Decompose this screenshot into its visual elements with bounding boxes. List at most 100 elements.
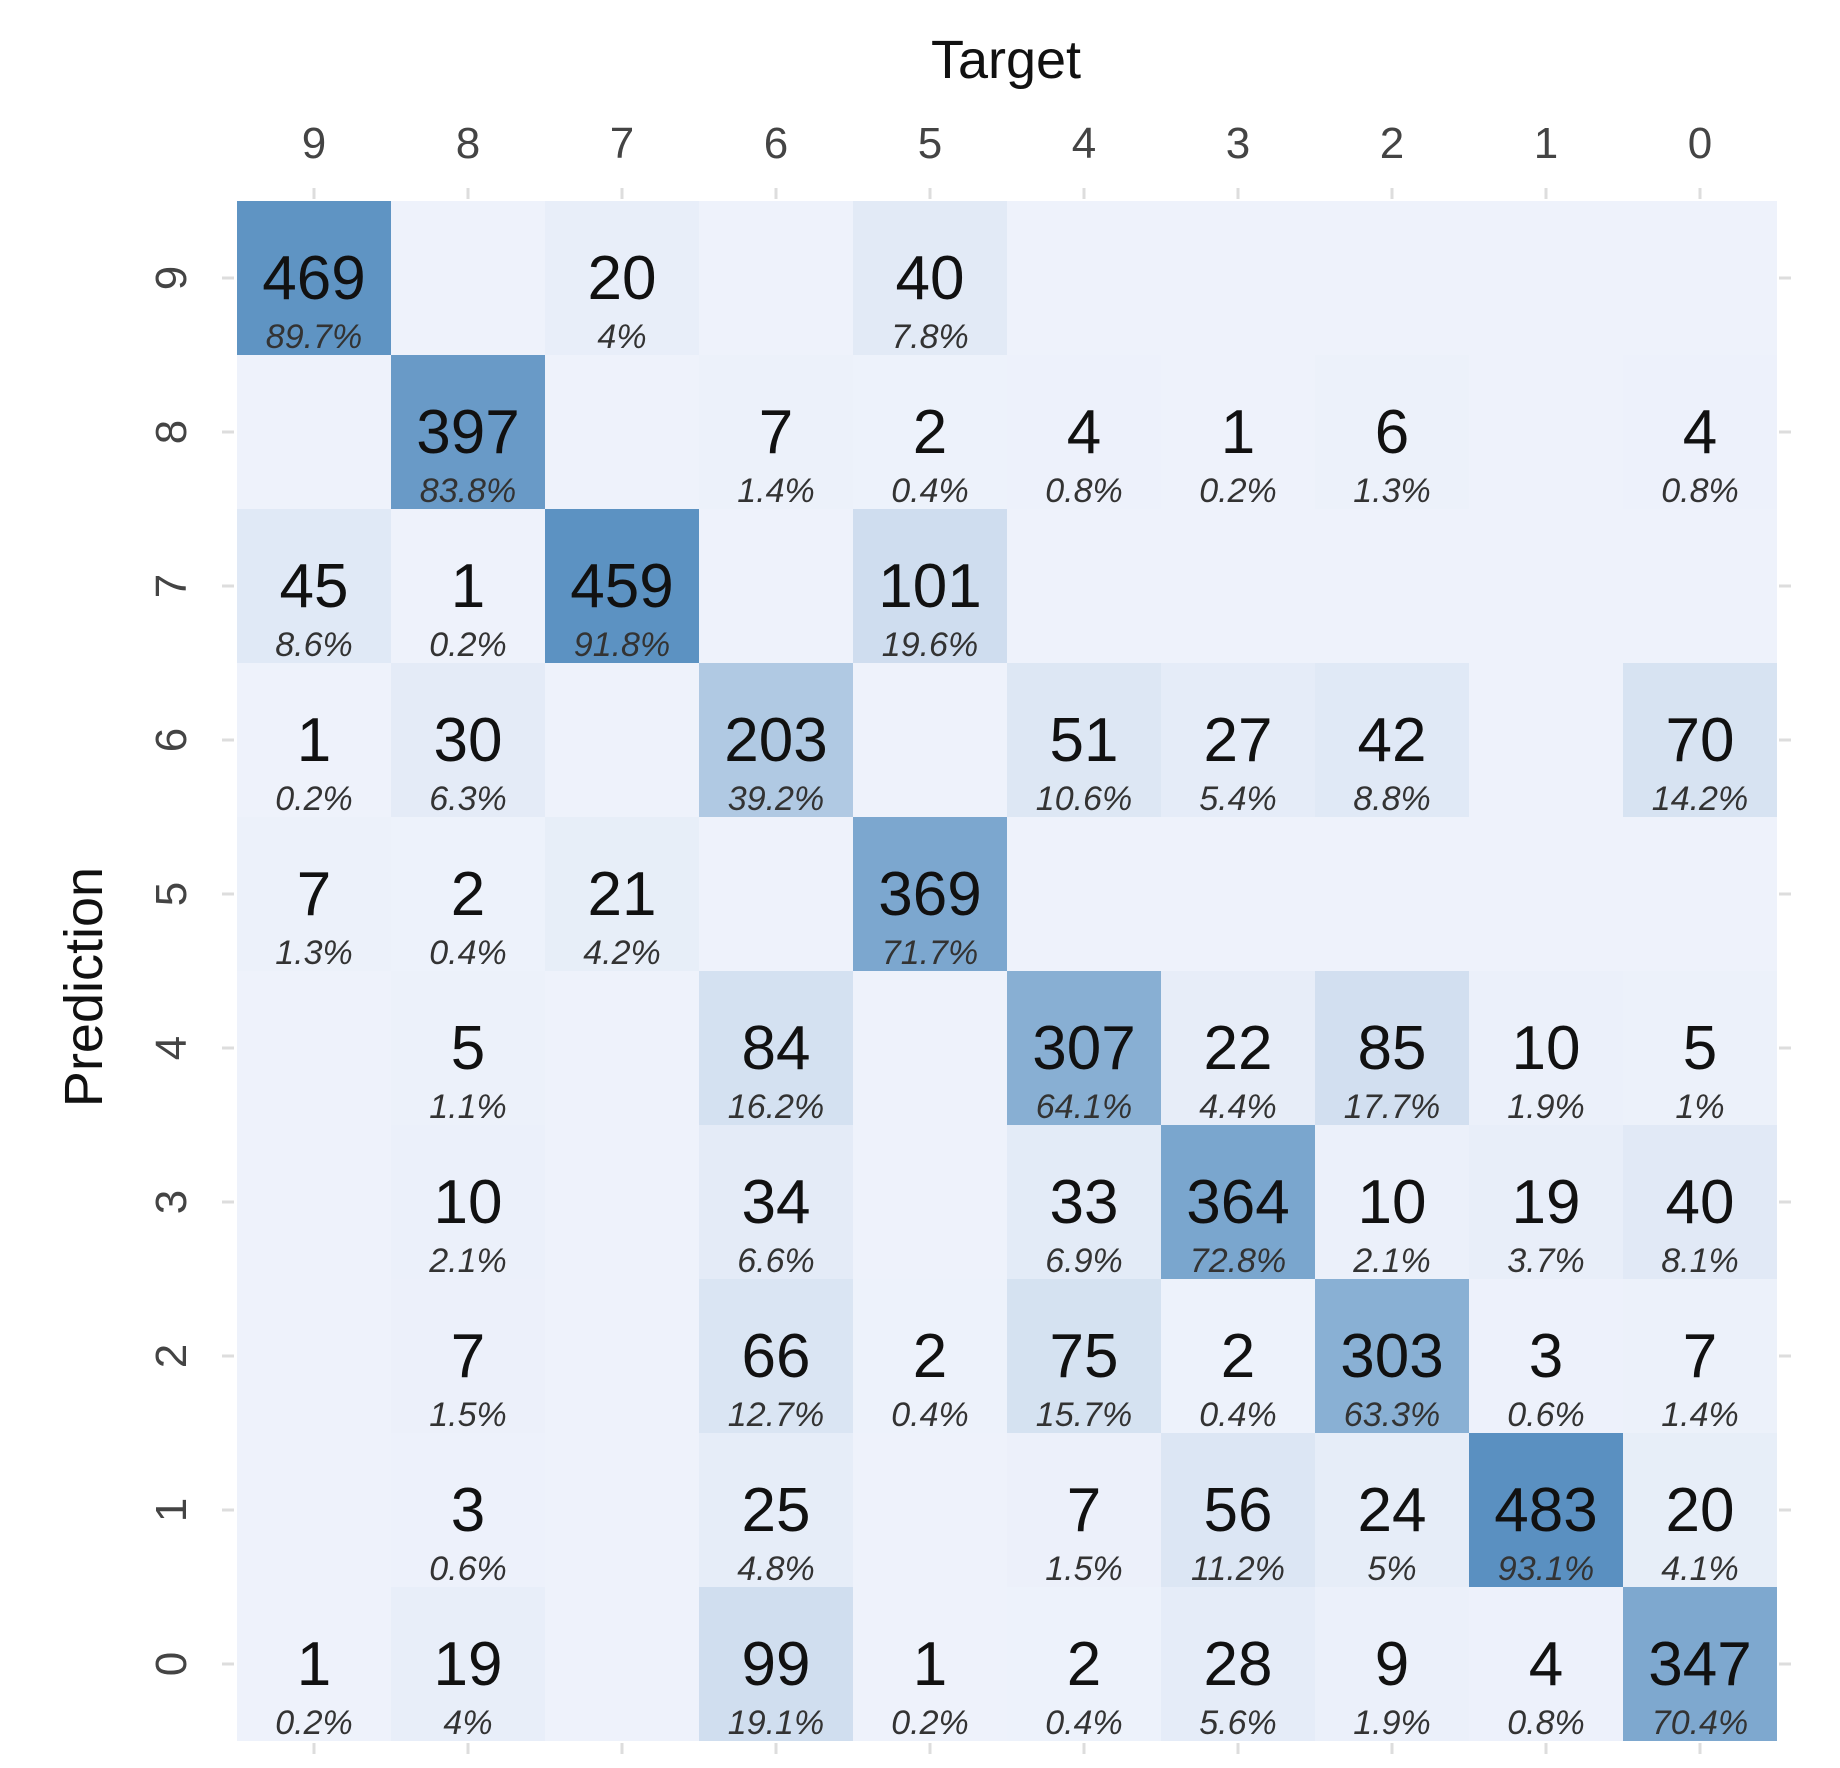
x-tick-label: 5 [918,119,942,168]
y-axis-title: Prediction [54,867,114,1107]
cell-percent-label: 63.3% [1344,1396,1440,1434]
heatmap-cell-empty [1469,201,1623,355]
heatmap-cell [391,1587,545,1741]
heatmap-cell [391,971,545,1125]
x-tick-label: 7 [610,119,634,168]
heatmap-cell-empty [545,663,699,817]
heatmap-cell [853,817,1007,971]
y-tick-label: 7 [147,574,196,598]
heatmap-cell-empty [699,509,853,663]
cell-count-label: 4 [1529,1630,1563,1699]
cell-labels: 46989.7%204%407.8%39783.8%71.4%20.4%40.8… [262,244,1751,1742]
cell-percent-label: 0.6% [1507,1396,1585,1434]
cell-count-label: 1 [297,706,331,775]
heatmap-cell-empty [1623,817,1777,971]
cell-count-label: 10 [1512,1014,1581,1083]
x-tick-label: 0 [1688,119,1712,168]
x-tick-label: 1 [1534,119,1558,168]
cell-count-label: 66 [742,1322,811,1391]
heatmap-cell [1315,1125,1469,1279]
cell-count-label: 303 [1340,1322,1443,1391]
cell-count-label: 40 [896,244,965,313]
heatmap-cell [237,509,391,663]
cell-count-label: 28 [1204,1630,1273,1699]
cell-percent-label: 0.4% [891,472,969,510]
cell-percent-label: 1.5% [1045,1550,1123,1588]
heatmap-cell-empty [545,1433,699,1587]
heatmap-cell [1007,1587,1161,1741]
heatmap-cell-empty [853,1433,1007,1587]
cell-percent-label: 19.6% [882,626,978,664]
heatmap-cell [391,1125,545,1279]
heatmap-cell [1007,355,1161,509]
x-tick-label: 8 [456,119,480,168]
cell-percent-label: 1.3% [275,934,353,972]
heatmap-cell [1007,1125,1161,1279]
cell-count-label: 40 [1666,1168,1735,1237]
cell-count-label: 10 [1358,1168,1427,1237]
cell-count-label: 10 [434,1168,503,1237]
cell-percent-label: 0.2% [429,626,507,664]
heatmap-cell [1469,1279,1623,1433]
cell-count-label: 75 [1050,1322,1119,1391]
heatmap-cell [1623,1433,1777,1587]
cell-count-label: 3 [1529,1322,1563,1391]
heatmap-cell [545,201,699,355]
cell-count-label: 1 [451,552,485,621]
heatmap-cell [853,355,1007,509]
heatmap-cell-empty [1623,201,1777,355]
cell-count-label: 19 [434,1630,503,1699]
cell-percent-label: 1.4% [1661,1396,1739,1434]
cell-percent-label: 91.8% [574,626,670,664]
cell-percent-label: 8.1% [1661,1242,1739,1280]
cell-count-label: 2 [913,398,947,467]
heatmap-cell-empty [1161,509,1315,663]
heatmap-cell [699,1125,853,1279]
heatmap-cell-empty [853,663,1007,817]
heatmap-cell [853,509,1007,663]
cell-count-label: 7 [1683,1322,1717,1391]
x-tick-label: 2 [1380,119,1404,168]
y-tick-label: 4 [147,1036,196,1060]
heatmap-cell [699,971,853,1125]
cell-percent-label: 1.4% [737,472,815,510]
cell-percent-label: 0.4% [891,1396,969,1434]
heatmap-cell [1469,1587,1623,1741]
cell-count-label: 7 [1067,1476,1101,1545]
cell-percent-label: 8.8% [1353,780,1431,818]
heatmap-cell [1315,971,1469,1125]
cell-count-label: 483 [1494,1476,1597,1545]
heatmap-cell-empty [853,971,1007,1125]
cell-count-label: 85 [1358,1014,1427,1083]
x-tick-label: 9 [302,119,326,168]
cell-count-label: 2 [1067,1630,1101,1699]
heatmap-cell-empty [1161,201,1315,355]
cell-percent-label: 0.2% [891,1704,969,1742]
cell-count-label: 19 [1512,1168,1581,1237]
heatmap-cells [237,201,1777,1741]
cell-percent-label: 11.2% [1191,1550,1285,1588]
x-tick-label: 4 [1072,119,1096,168]
y-tick-label: 2 [147,1344,196,1368]
heatmap-cell [1623,355,1777,509]
y-tick-label: 6 [147,728,196,752]
cell-count-label: 56 [1204,1476,1273,1545]
heatmap-cell [853,1279,1007,1433]
heatmap-cell [391,509,545,663]
heatmap-cell-empty [1315,817,1469,971]
cell-count-label: 9 [1375,1630,1409,1699]
cell-count-label: 22 [1204,1014,1273,1083]
heatmap-cell-empty [237,1125,391,1279]
heatmap-cell-empty [237,971,391,1125]
cell-percent-label: 39.2% [728,780,824,818]
heatmap-cell-empty [1007,509,1161,663]
cell-percent-label: 70.4% [1652,1704,1748,1742]
cell-percent-label: 93.1% [1498,1550,1594,1588]
cell-count-label: 7 [451,1322,485,1391]
heatmap-cell [1469,1433,1623,1587]
cell-count-label: 99 [742,1630,811,1699]
heatmap-cell [1623,971,1777,1125]
cell-percent-label: 71.7% [882,934,978,972]
